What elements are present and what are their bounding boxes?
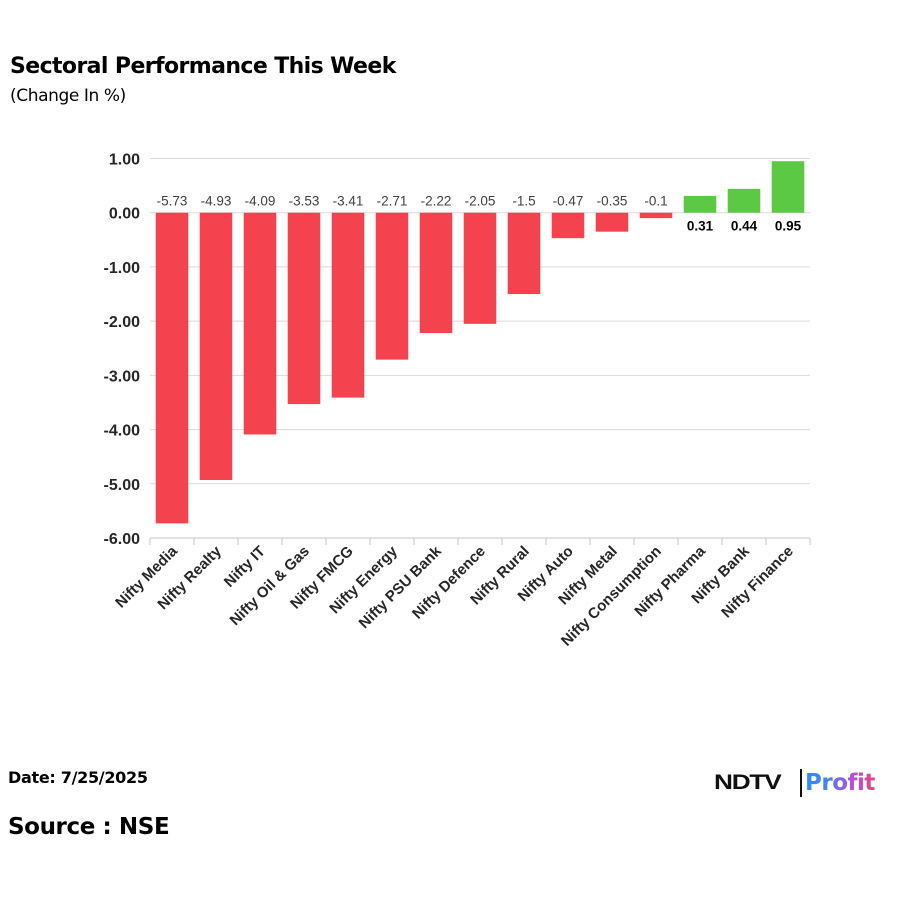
chart-title: Sectoral Performance This Week xyxy=(10,54,396,79)
data-label: -4.93 xyxy=(201,194,232,209)
bar-chart: 1.00 0.00 -1.00 -2.00 -3.00 -4.00 -5.00 -6.00 -… xyxy=(104,152,811,650)
data-label: 0.44 xyxy=(731,219,758,234)
source-label: Source : NSE xyxy=(8,814,170,840)
chart-subtitle: (Change In %) xyxy=(10,86,126,106)
bar xyxy=(375,212,409,360)
ndtv-profit-logo: NDTV Profit xyxy=(714,768,875,798)
y-tick-label: -6.00 xyxy=(104,531,141,548)
data-label: -0.1 xyxy=(644,194,667,209)
y-tick-label: 1.00 xyxy=(109,152,140,169)
data-label: -0.47 xyxy=(553,194,584,209)
y-axis-ticks: 1.00 0.00 -1.00 -2.00 -3.00 -4.00 -5.00 -6.00 xyxy=(104,152,141,549)
date-label: Date: 7/25/2025 xyxy=(8,768,148,787)
y-tick-label: -5.00 xyxy=(104,477,141,494)
y-tick-label: -4.00 xyxy=(104,423,141,440)
data-label: -3.53 xyxy=(289,194,320,209)
data-label: 0.31 xyxy=(687,219,714,234)
logo-divider xyxy=(800,769,802,797)
data-label: -2.22 xyxy=(421,194,452,209)
bar xyxy=(771,161,805,213)
data-label: -4.09 xyxy=(245,194,276,209)
bars xyxy=(155,161,805,524)
logo-profit-text: Profit xyxy=(805,770,875,796)
bar xyxy=(507,212,541,295)
data-label: -1.5 xyxy=(512,194,535,209)
bar xyxy=(595,212,629,232)
bar xyxy=(243,212,277,435)
y-tick-label: 0.00 xyxy=(109,206,140,223)
bar xyxy=(331,212,365,398)
bar xyxy=(155,212,189,524)
bar xyxy=(683,195,717,213)
data-label: -0.35 xyxy=(597,194,628,209)
data-label: -5.73 xyxy=(157,194,188,209)
data-label: -2.05 xyxy=(465,194,496,209)
bar xyxy=(287,212,321,405)
x-tick-label: Nifty Oil & Gas xyxy=(227,543,313,629)
data-labels: -5.73 -4.93 -4.09 -3.53 -3.41 -2.71 -2.22 -2.05… xyxy=(157,194,802,234)
data-label: 0.95 xyxy=(775,219,802,234)
y-tick-label: -2.00 xyxy=(104,314,141,331)
bar xyxy=(551,212,585,239)
y-tick-label: -3.00 xyxy=(104,368,141,385)
data-label: -3.41 xyxy=(333,194,364,209)
bar xyxy=(727,188,761,213)
y-tick-label: -1.00 xyxy=(104,260,141,277)
data-label: -2.71 xyxy=(377,194,408,209)
bar xyxy=(463,212,497,324)
logo-ndtv-text: NDTV xyxy=(714,771,782,794)
bar xyxy=(639,212,673,219)
bar xyxy=(199,212,233,480)
bar xyxy=(419,212,453,334)
